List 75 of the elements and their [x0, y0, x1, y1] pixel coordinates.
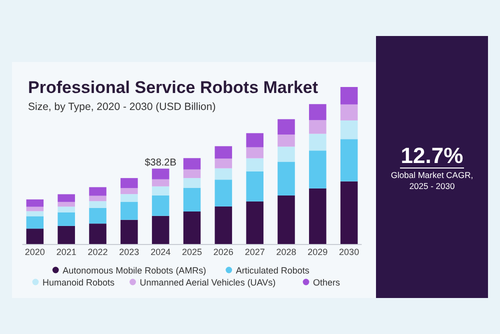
- bar: [183, 188, 201, 212]
- bar: [278, 119, 295, 135]
- bar: [340, 87, 358, 104]
- x-tick-label: 2023: [119, 247, 140, 257]
- bar: [58, 194, 75, 202]
- bar: [26, 199, 44, 207]
- x-tick-label: 2024: [150, 247, 171, 257]
- bar: [89, 208, 106, 224]
- bar: [89, 196, 106, 202]
- bar: [89, 201, 106, 208]
- bar: [152, 168, 170, 180]
- text: Size, by Type, 2020 - 2030 (USD Billion): [28, 101, 216, 113]
- bar: [58, 202, 75, 207]
- bar: [278, 195, 295, 244]
- legend-label: Autonomous Mobile Robots (AMRs): [62, 265, 206, 276]
- bar: [340, 139, 358, 182]
- bar: [278, 146, 295, 162]
- bar: [183, 178, 201, 188]
- legend-label: Unmanned Aerial Vehicles (UAVs): [140, 277, 276, 288]
- bar: [120, 202, 138, 220]
- x-tick-label: 2029: [308, 247, 328, 257]
- bar: [278, 134, 295, 147]
- bar: [58, 206, 75, 212]
- bar: [152, 179, 170, 186]
- x-tick-label: 2021: [56, 247, 76, 257]
- bar: [246, 201, 264, 244]
- bar: [214, 168, 232, 180]
- bar: [89, 224, 106, 244]
- bar: [214, 158, 232, 168]
- bar: [183, 169, 201, 178]
- bar: [152, 186, 170, 196]
- bar: [120, 220, 138, 244]
- bar: [89, 187, 106, 196]
- bar: [58, 226, 75, 244]
- bar: [246, 147, 264, 158]
- bar: [120, 178, 138, 188]
- text: 12.7%: [400, 143, 464, 168]
- x-tick-label: 2022: [88, 247, 108, 257]
- bar: [340, 120, 358, 140]
- chart-title: Professional Service Robots Market: [28, 78, 318, 97]
- annotation: $38.2B: [144, 158, 177, 168]
- bar: [278, 162, 295, 196]
- x-tick-label: 2025: [182, 247, 202, 257]
- x-tick-label: 2026: [213, 247, 234, 257]
- x-tick-label: 2030: [339, 247, 360, 257]
- bar: [26, 211, 44, 216]
- bar: [340, 104, 358, 120]
- bar: [214, 206, 232, 244]
- bar: [309, 188, 326, 244]
- bar: [309, 120, 326, 134]
- bar: [246, 171, 264, 202]
- bar: [309, 104, 326, 120]
- text: Global Market CAGR, 2025 - 2030: [390, 170, 474, 191]
- bar: [26, 216, 44, 229]
- x-tick-label: 2028: [276, 247, 296, 257]
- legend-label: Humanoid Robots: [42, 277, 116, 288]
- legend-label: Others: [313, 277, 341, 288]
- bar: [120, 194, 138, 202]
- bar: [246, 158, 264, 172]
- bar: [246, 133, 264, 148]
- bar: [183, 158, 201, 170]
- bar: [214, 146, 232, 159]
- bar: [340, 181, 358, 244]
- bar: [152, 216, 170, 244]
- bar: [214, 180, 232, 206]
- x-tick-label: 2020: [24, 247, 45, 257]
- bar: [309, 150, 326, 188]
- x-tick-label: 2027: [244, 247, 265, 257]
- legend-label: Articulated Robots: [236, 265, 310, 276]
- bar: [120, 188, 138, 194]
- bar: [183, 212, 201, 244]
- bar: [26, 228, 44, 244]
- bar: [309, 134, 326, 151]
- bar: [58, 212, 75, 226]
- bar: [152, 195, 170, 216]
